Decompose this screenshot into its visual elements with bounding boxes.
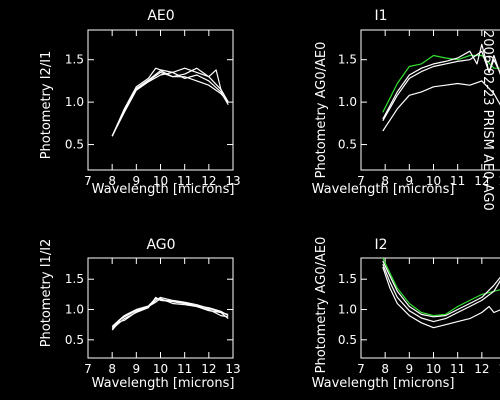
series-line <box>111 67 229 137</box>
y-tick-label: 1.0 <box>338 95 357 109</box>
series-line <box>111 67 229 137</box>
x-tick-label: 7 <box>357 362 365 376</box>
y-axis-label: Photometry I2/I1 <box>39 51 54 160</box>
series-line <box>382 263 500 323</box>
series-line <box>382 258 500 317</box>
x-tick-label: 7 <box>84 362 92 376</box>
x-tick-label: 13 <box>498 174 500 188</box>
x-tick-label: 7 <box>84 174 92 188</box>
x-tick-label: 8 <box>108 362 116 376</box>
x-tick-label: 12 <box>201 174 216 188</box>
x-axis-label: Wavelength [microns] <box>92 182 235 197</box>
panel-2: I1 Photometry AG0/AE0 Wavelength [micron… <box>312 8 500 197</box>
series-line <box>382 260 500 318</box>
y-axis-label: Photometry AG0/AE0 <box>314 237 329 374</box>
x-tick-label: 11 <box>450 174 465 188</box>
y-tick-label: 1.5 <box>65 53 84 67</box>
x-tick-label: 8 <box>381 174 389 188</box>
x-tick-label: 12 <box>474 174 489 188</box>
y-tick-label: 0.5 <box>65 138 84 152</box>
y-tick-label: 1.5 <box>338 53 357 67</box>
series-line <box>111 71 229 137</box>
x-tick-label: 13 <box>498 362 500 376</box>
x-tick-label: 9 <box>133 362 141 376</box>
x-tick-label: 8 <box>108 174 116 188</box>
x-axis-label: Wavelength [microns] <box>92 376 235 391</box>
y-tick-label: 1.0 <box>65 95 84 109</box>
side-label: 2006-02-23 PRISM AE0-AG0 <box>480 30 495 211</box>
panel-title: I1 <box>374 8 387 24</box>
panel-title: AE0 <box>147 8 174 24</box>
series-line <box>111 298 229 331</box>
x-tick-label: 8 <box>381 362 389 376</box>
y-axis-label: Photometry I1/I2 <box>39 239 54 348</box>
y-tick-label: 0.5 <box>338 138 357 152</box>
x-tick-label: 12 <box>474 362 489 376</box>
y-tick-label: 1.0 <box>65 303 84 317</box>
x-tick-label: 10 <box>426 362 441 376</box>
y-axis-label: Photometry AG0/AE0 <box>314 42 329 179</box>
x-axis-label: Wavelength [microns] <box>312 182 455 197</box>
panel-title: AG0 <box>146 237 175 253</box>
x-tick-label: 9 <box>133 174 141 188</box>
series-line <box>382 266 500 329</box>
x-tick-label: 11 <box>450 362 465 376</box>
y-tick-label: 1.0 <box>338 303 357 317</box>
x-tick-label: 10 <box>153 174 168 188</box>
x-tick-label: 10 <box>153 362 168 376</box>
panel-3: AG0 Photometry I1/I2 Wavelength [microns… <box>39 237 241 391</box>
x-tick-label: 13 <box>225 362 240 376</box>
y-tick-label: 0.5 <box>338 333 357 347</box>
series-line <box>382 50 500 122</box>
y-tick-label: 1.5 <box>338 272 357 286</box>
x-tick-label: 9 <box>406 362 414 376</box>
x-tick-label: 10 <box>426 174 441 188</box>
series-line <box>382 80 500 132</box>
panel-4: I2 Photometry AG0/AE0 Wavelength [micron… <box>312 237 500 391</box>
x-tick-label: 11 <box>177 362 192 376</box>
x-tick-label: 11 <box>177 174 192 188</box>
x-axis-label: Wavelength [microns] <box>312 376 455 391</box>
series-line <box>111 298 229 327</box>
panel-title: I2 <box>374 237 387 253</box>
x-tick-label: 7 <box>357 174 365 188</box>
y-tick-label: 1.5 <box>65 272 84 286</box>
x-tick-label: 12 <box>201 362 216 376</box>
y-tick-label: 0.5 <box>65 333 84 347</box>
x-tick-label: 9 <box>406 174 414 188</box>
x-tick-label: 13 <box>225 174 240 188</box>
panel-1: AE0 Photometry I2/I1 Wavelength [microns… <box>39 8 241 197</box>
